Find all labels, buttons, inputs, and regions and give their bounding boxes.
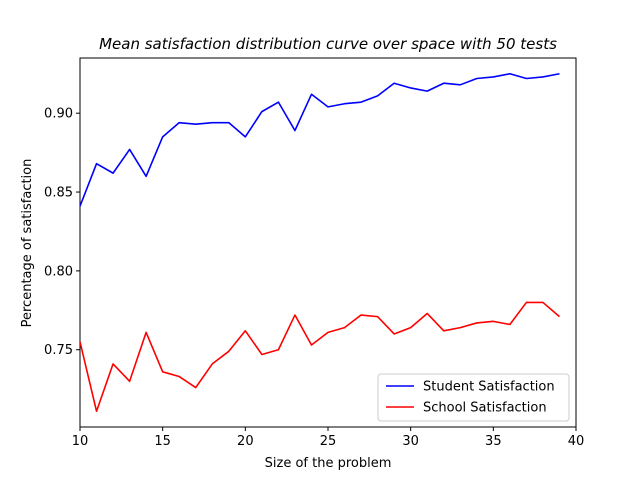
- x-tick-label: 40: [568, 434, 585, 449]
- y-tick-label: 0.85: [44, 186, 73, 201]
- legend: Student Satisfaction School Satisfaction: [377, 373, 570, 422]
- series-line-school-satisfaction: [80, 301, 560, 413]
- legend-label-student-satisfaction: Student Satisfaction: [423, 380, 555, 395]
- series-line-student-satisfaction: [80, 72, 560, 207]
- y-tick-label: 0.90: [44, 107, 73, 122]
- x-axis: 10 15 20 25 30 35 40: [72, 427, 585, 449]
- y-axis-label: Percentage of satisfaction: [20, 159, 35, 328]
- x-tick-label: 25: [320, 434, 337, 449]
- legend-box: [377, 373, 570, 422]
- chart-title: Mean satisfaction distribution curve ove…: [99, 35, 557, 53]
- y-axis: 0.75 0.80 0.85 0.90: [44, 107, 80, 358]
- y-tick-label: 0.75: [44, 343, 73, 358]
- x-tick-label: 30: [402, 434, 419, 449]
- x-tick-label: 20: [237, 434, 254, 449]
- x-axis-label: Size of the problem: [265, 456, 392, 471]
- series-group: [80, 72, 560, 413]
- x-tick-label: 35: [485, 434, 502, 449]
- x-tick-label: 15: [154, 434, 171, 449]
- legend-label-school-satisfaction: School Satisfaction: [423, 401, 547, 416]
- x-tick-label: 10: [72, 434, 89, 449]
- y-tick-label: 0.80: [44, 264, 73, 279]
